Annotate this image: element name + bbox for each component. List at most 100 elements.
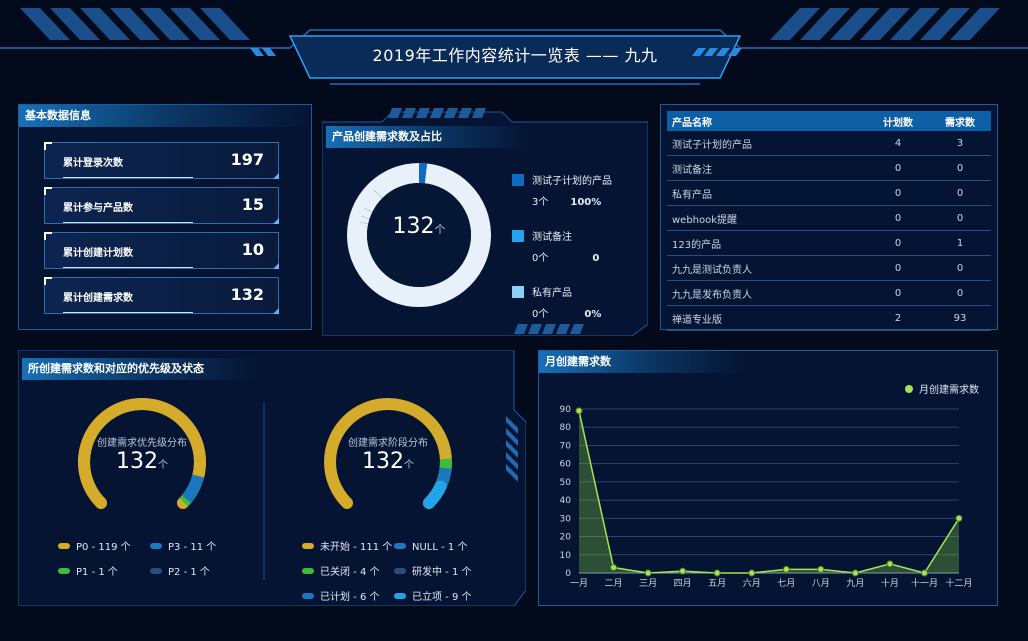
- y-tick-label: 60: [560, 460, 572, 470]
- product-donut-chart: [347, 163, 491, 307]
- table-row: 禅道专业版 2 93: [667, 305, 991, 331]
- plan-count-cell: 0: [867, 255, 929, 281]
- data-point: [610, 564, 618, 572]
- table-row: 九九是测试负责人 0 0: [667, 255, 991, 281]
- stat-product-count: 累计参与产品数 15: [44, 187, 279, 224]
- legend-name: 测试备注: [532, 232, 572, 243]
- data-point: [886, 560, 894, 568]
- plan-count-cell: 0: [867, 280, 929, 306]
- legend-item-p0: P0 - 119 个: [58, 538, 150, 553]
- x-tick-label: 九月: [846, 578, 864, 589]
- x-tick-label: 十二月: [945, 577, 972, 589]
- demand-count-cell: 0: [929, 280, 991, 306]
- stat-value: 197: [230, 150, 264, 169]
- data-point: [851, 569, 859, 577]
- data-point: [817, 565, 825, 573]
- demand-count-cell: 0: [929, 255, 991, 281]
- y-tick-label: 20: [560, 533, 572, 543]
- monthly-legend: 月创建需求数: [905, 381, 979, 396]
- x-tick-label: 四月: [674, 578, 692, 589]
- priority-legend: P0 - 119 个 P3 - 11 个 P1 - 1 个 P2 - 1 个: [58, 538, 248, 578]
- demand-count-cell: 1: [929, 230, 991, 256]
- gauge-unit: 个: [158, 460, 168, 471]
- product-name-cell: 禅道专业版: [667, 305, 867, 331]
- priority-panel: 所创建需求数和对应的优先级及状态 创建需求优先级分布 132个 创建需求阶段分布…: [18, 350, 526, 606]
- product-demand-frame: 产品创建需求数及占比 132个 测试子计划的产品 3个 100% 测试备注 0个 0…: [322, 106, 648, 336]
- table-row: 九九是发布负责人 0 0: [667, 280, 991, 306]
- gauge-label: 创建需求阶段分布: [348, 438, 428, 449]
- series-area: [579, 410, 959, 573]
- legend-swatch: [512, 229, 524, 242]
- product-name-cell: 九九是发布负责人: [667, 280, 867, 306]
- column-header: 计划数: [867, 111, 929, 131]
- data-point: [955, 514, 963, 522]
- plan-count-cell: 0: [867, 155, 929, 181]
- gauge-unit: 个: [404, 460, 414, 471]
- stat-label: 累计创建计划数: [63, 248, 133, 259]
- x-tick-label: 六月: [743, 577, 761, 589]
- y-tick-label: 90: [560, 405, 572, 415]
- legend-swatch: [512, 173, 524, 186]
- y-tick-label: 50: [560, 478, 572, 488]
- x-tick-label: 七月: [777, 578, 795, 589]
- data-point: [920, 569, 928, 577]
- series-line: [578, 410, 960, 574]
- legend-item-planned: 已计划 - 6 个: [302, 588, 394, 603]
- data-point: [748, 569, 756, 577]
- legend-swatch: [512, 285, 524, 298]
- column-header: 产品名称: [667, 111, 867, 131]
- legend-pct: 0: [592, 253, 600, 264]
- monthly-title: 月创建需求数: [539, 351, 745, 373]
- product-demand-title: 产品创建需求数及占比: [326, 126, 532, 148]
- stage-gauge: [324, 397, 452, 509]
- x-tick-label: 二月: [605, 578, 623, 589]
- x-tick-label: 一月: [570, 578, 588, 589]
- legend-item-approved: 已立项 - 9 个: [394, 588, 494, 603]
- product-table: 产品名称 计划数 需求数 测试子计划的产品 4 3 测试备注 0 0 私有产品 0 0 webho…: [667, 111, 991, 331]
- gauge-label: 创建需求优先级分布: [97, 438, 187, 449]
- legend-item-not-started: 未开始 - 111 个: [302, 538, 394, 553]
- product-name-cell: webhook提醒: [667, 205, 867, 231]
- plan-count-cell: 0: [867, 180, 929, 206]
- table-header-row: 产品名称 计划数 需求数: [667, 111, 991, 131]
- legend-item-p2: P2 - 1 个: [150, 563, 242, 578]
- gauge-total: 132: [116, 449, 158, 474]
- stat-login-count: 累计登录次数 197: [44, 142, 279, 179]
- demand-count-cell: 93: [929, 305, 991, 331]
- legend-dot-icon: [905, 384, 913, 393]
- x-tick-label: 八月: [812, 578, 830, 589]
- stat-value: 15: [241, 195, 264, 214]
- priority-title: 所创建需求数和对应的优先级及状态: [22, 358, 258, 380]
- plan-count-cell: 0: [867, 230, 929, 256]
- legend-count: 0个: [532, 309, 549, 320]
- data-point: [782, 565, 790, 573]
- data-point: [644, 569, 652, 577]
- demand-count-cell: 3: [929, 131, 991, 156]
- stat-label: 累计参与产品数: [63, 203, 133, 214]
- monthly-line-chart: 0102030405060708090一月 二月 三月 四月 五月 六月 七月 八月 九月 十月十…: [560, 405, 973, 589]
- y-tick-label: 40: [560, 496, 572, 506]
- legend-count: 0个: [532, 253, 549, 264]
- header: 2019年工作内容统计一览表 —— 九九: [0, 0, 1028, 90]
- table-row: 测试备注 0 0: [667, 155, 991, 181]
- x-tick-label: 十一月: [911, 577, 938, 589]
- page-title: 2019年工作内容统计一览表 —— 九九: [372, 46, 658, 65]
- basic-data-title: 基本数据信息: [19, 105, 311, 127]
- product-name-cell: 私有产品: [667, 180, 867, 206]
- y-tick-label: 30: [560, 514, 572, 524]
- y-tick-label: 80: [560, 423, 572, 433]
- y-tick-label: 10: [560, 551, 572, 561]
- demand-count-cell: 0: [929, 155, 991, 181]
- legend-item-developing: 研发中 - 1 个: [394, 563, 494, 578]
- table-row: 123的产品 0 1: [667, 230, 991, 256]
- stat-label: 累计登录次数: [63, 158, 123, 169]
- priority-gauge: [78, 397, 206, 509]
- stat-value: 132: [230, 285, 264, 304]
- stage-legend: 未开始 - 111 个 NULL - 1 个 已关闭 - 4 个 研发中 - 1…: [302, 538, 502, 603]
- header-frame: [0, 0, 1028, 90]
- gauge-total: 132: [362, 449, 404, 474]
- stat-plan-count: 累计创建计划数 10: [44, 232, 279, 269]
- table-row: 测试子计划的产品 4 3: [667, 131, 991, 156]
- stat-value: 10: [241, 240, 264, 259]
- product-table-panel: 产品名称 计划数 需求数 测试子计划的产品 4 3 测试备注 0 0 私有产品 0 0 webho…: [660, 104, 998, 331]
